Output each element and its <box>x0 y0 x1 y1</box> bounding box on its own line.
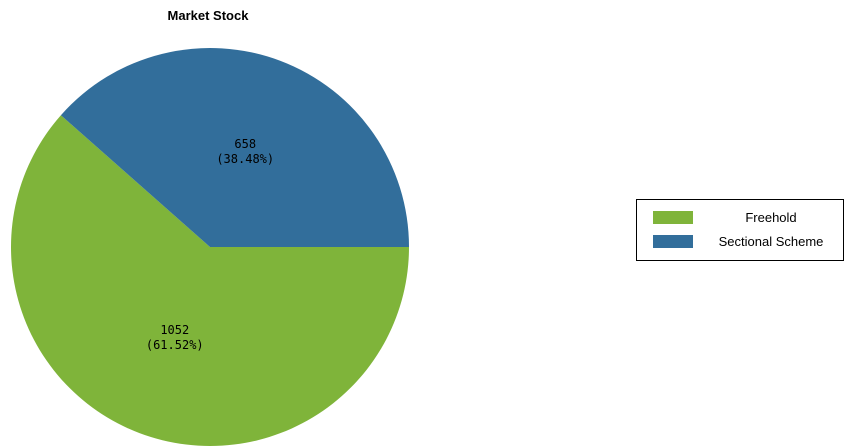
chart-title: Market Stock <box>167 8 249 23</box>
pie-slice-sectional-scheme <box>60 47 409 247</box>
data-label-value-sectional-scheme: 658 <box>234 137 256 151</box>
legend-label-freehold: Freehold <box>745 210 797 225</box>
data-label-percent-freehold: (61.52%) <box>146 338 204 352</box>
chart-legend: Freehold Sectional Scheme <box>636 199 844 261</box>
legend-label-sectional-scheme: Sectional Scheme <box>718 234 824 249</box>
legend-item-freehold: Freehold <box>637 209 843 227</box>
data-label-percent-sectional-scheme: (38.48%) <box>216 152 274 166</box>
legend-swatch-sectional-scheme <box>653 235 693 248</box>
legend-swatch-freehold <box>653 211 693 224</box>
pie-slice-freehold <box>10 115 410 446</box>
data-label-value-freehold: 1052 <box>160 323 189 337</box>
legend-item-sectional-scheme: Sectional Scheme <box>637 233 843 251</box>
